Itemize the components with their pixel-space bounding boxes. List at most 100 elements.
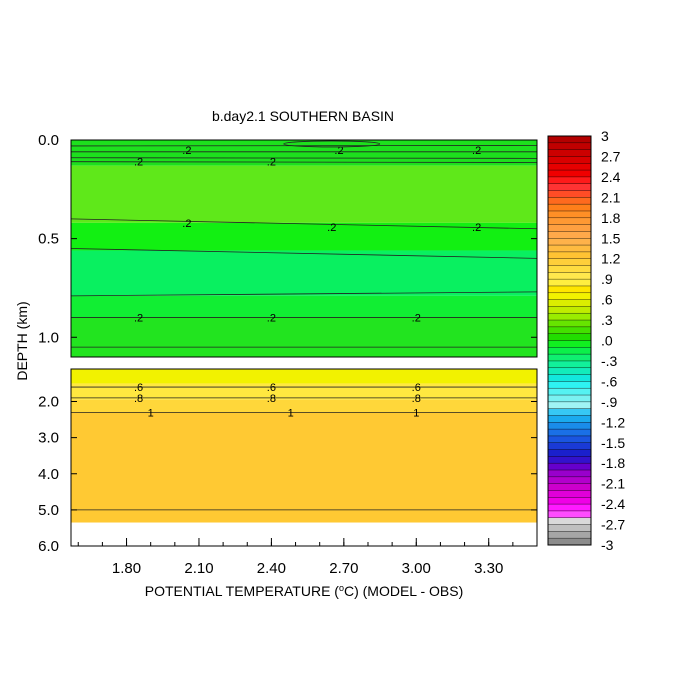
x-tick-label: 3.30: [474, 560, 503, 577]
x-tick-label: 1.80: [112, 560, 141, 577]
x-axis-label: POTENTIAL TEMPERATURE (oC) (MODEL - OBS): [145, 583, 464, 599]
colorbar-swatch: [548, 510, 591, 519]
lower-contour-label: .8: [134, 393, 143, 405]
lower-band: [71, 412, 537, 523]
x-axis: 1.80 2.10 2.40 2.70 3.00 3.30: [77, 538, 538, 577]
upper-contour-label: .2: [412, 313, 421, 325]
colorbar-swatch: [548, 381, 591, 389]
colorbar-swatch: [548, 163, 591, 171]
chart-title: b.day2.1 SOUTHERN BASIN: [212, 108, 394, 124]
x-tick-label: 2.70: [329, 560, 358, 577]
lower-y-tick-label: 5.0: [38, 502, 59, 519]
colorbar-swatch: [548, 504, 591, 512]
upper-y-tick-label: 0.0: [38, 132, 59, 149]
x-tick-label: 2.40: [257, 560, 286, 577]
upper-contour-line: [70, 218, 538, 230]
colorbar-level-label: -2.1: [601, 476, 625, 492]
x-axis-label-sup: o: [339, 583, 344, 593]
colorbar-level-label: .3: [601, 312, 613, 328]
colorbar-swatch: [548, 442, 591, 450]
colorbar-swatch: [548, 238, 591, 246]
upper-band: [71, 250, 537, 296]
colorbar-frame: [547, 135, 592, 546]
colorbar-level-label: -1.8: [601, 455, 625, 471]
colorbar-swatch: [548, 497, 591, 505]
colorbar-swatch: [548, 388, 591, 396]
colorbar-swatch: [548, 395, 591, 403]
colorbar-swatch: [548, 217, 591, 225]
colorbar-level-label: 2.7: [601, 148, 621, 164]
colorbar-swatch: [548, 197, 591, 205]
colorbar-swatch: [548, 176, 591, 185]
x-axis-label-pre: POTENTIAL TEMPERATURE (: [145, 583, 340, 599]
colorbar-swatch: [548, 170, 591, 178]
lower-band: [71, 383, 537, 400]
colorbar-level-label: .6: [601, 292, 613, 308]
colorbar-swatch: [548, 470, 591, 478]
colorbar-swatch: [548, 490, 591, 498]
colorbar-swatch: [548, 408, 591, 416]
lower-frame: [70, 368, 538, 547]
colorbar-swatch: [548, 517, 591, 525]
colorbar-swatch: [548, 333, 591, 341]
upper-band: [71, 295, 537, 318]
upper-contour-label: .2: [472, 222, 481, 234]
colorbar-swatch: [548, 136, 591, 144]
colorbar-swatch: [548, 463, 591, 471]
upper-contour-label: .2: [182, 218, 191, 230]
colorbar-swatch: [548, 422, 591, 430]
lower-contour-label: 1: [413, 407, 419, 419]
upper-contour-line: [70, 161, 538, 163]
upper-contour-label: .2: [327, 222, 336, 234]
colorbar-swatch: [548, 156, 591, 164]
colorbar-swatch: [548, 190, 591, 198]
colorbar-level-label: 1.8: [601, 210, 621, 226]
colorbar-swatch: [548, 279, 591, 287]
colorbar-level-label: 1.5: [601, 230, 621, 246]
colorbar-swatch: [548, 531, 591, 539]
upper-contour-label: .2: [134, 157, 143, 169]
colorbar-swatch: [548, 306, 591, 314]
colorbar-swatch: [548, 313, 591, 321]
lower-contour-label: .6: [267, 382, 276, 394]
y-axis-label: DEPTH (km): [14, 301, 30, 380]
upper-contour-label: .2: [334, 145, 343, 157]
lower-contour-label: .8: [412, 393, 421, 405]
upper-contour-label: .2: [472, 145, 481, 157]
upper-band: [71, 317, 537, 357]
lower-contour-label: .6: [412, 382, 421, 394]
x-axis-label-post: C) (MODEL - OBS): [344, 583, 463, 599]
colorbar-swatch: [548, 258, 591, 266]
upper-contour-label: .2: [134, 313, 143, 325]
upper-band: [71, 165, 537, 223]
colorbar-swatch: [548, 429, 591, 437]
lower-contour-label: .8: [267, 393, 276, 405]
colorbar-swatch: [548, 183, 591, 191]
colorbar-swatch: [548, 340, 591, 348]
colorbar-swatch: [548, 374, 591, 382]
colorbar-swatch: [548, 476, 591, 484]
colorbar-swatch: [548, 204, 591, 212]
colorbar-swatch: [548, 360, 591, 369]
lower-band: [71, 399, 537, 413]
upper-contour-line: [70, 291, 538, 297]
colorbar-level-label: 2.4: [601, 169, 621, 185]
colorbar-level-label: -1.2: [601, 414, 625, 430]
colorbar-level-label: 1.2: [601, 251, 621, 267]
lower-band: [71, 369, 537, 384]
colorbar-level-label: -.9: [601, 394, 618, 410]
colorbar-level-label: -2.7: [601, 517, 625, 533]
colorbar-swatch: [548, 449, 591, 457]
colorbar-level-label: -1.5: [601, 435, 625, 451]
upper-band: [71, 140, 537, 166]
lower-contour-label: 1: [288, 407, 294, 419]
colorbar-swatch: [548, 367, 591, 375]
colorbar-level-label: -2.4: [601, 496, 625, 512]
colorbar-swatch: [548, 251, 591, 259]
colorbar-level-label: .9: [601, 271, 613, 287]
colorbar-level-label: 3: [601, 128, 609, 144]
colorbar-swatch: [548, 272, 591, 280]
colorbar-swatch: [548, 265, 591, 273]
colorbar-swatch: [548, 142, 591, 150]
x-tick-label: 3.00: [402, 560, 431, 577]
